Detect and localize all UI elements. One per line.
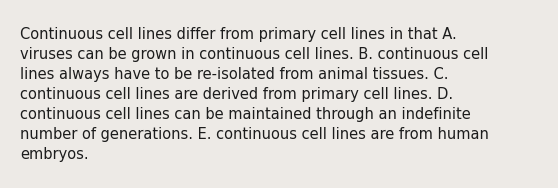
Text: Continuous cell lines differ from primary cell lines in that A.
viruses can be g: Continuous cell lines differ from primar… bbox=[20, 27, 489, 162]
